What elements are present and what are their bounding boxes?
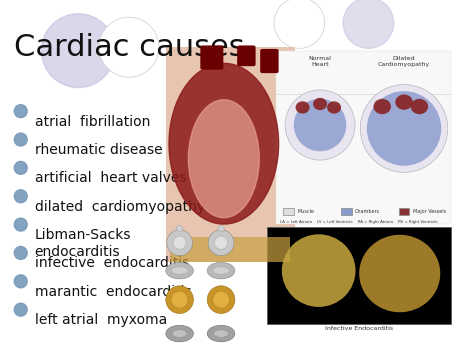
Ellipse shape: [327, 101, 341, 114]
Ellipse shape: [14, 190, 27, 203]
Ellipse shape: [173, 236, 186, 249]
FancyBboxPatch shape: [399, 208, 410, 215]
Ellipse shape: [207, 286, 235, 313]
Text: Dilated
Cardiomyopathy: Dilated Cardiomyopathy: [378, 56, 430, 67]
Text: Libman-Sacks
endocarditis: Libman-Sacks endocarditis: [35, 228, 131, 260]
Ellipse shape: [14, 218, 27, 231]
FancyBboxPatch shape: [237, 45, 255, 66]
Ellipse shape: [313, 98, 327, 110]
Ellipse shape: [207, 325, 235, 342]
Ellipse shape: [207, 262, 235, 279]
Ellipse shape: [395, 94, 413, 110]
Ellipse shape: [218, 225, 224, 232]
Ellipse shape: [167, 230, 192, 256]
Ellipse shape: [166, 262, 193, 279]
Ellipse shape: [374, 99, 391, 114]
Ellipse shape: [274, 0, 325, 48]
Ellipse shape: [410, 99, 428, 114]
Text: dilated  cardiomyopathy: dilated cardiomyopathy: [35, 200, 205, 214]
FancyBboxPatch shape: [260, 49, 279, 73]
Ellipse shape: [296, 101, 310, 114]
Ellipse shape: [367, 91, 441, 166]
FancyBboxPatch shape: [276, 51, 451, 224]
Text: marantic  endocarditis: marantic endocarditis: [35, 285, 191, 299]
Text: Muscle: Muscle: [297, 209, 314, 214]
Ellipse shape: [213, 267, 229, 274]
Ellipse shape: [41, 14, 115, 88]
Ellipse shape: [188, 100, 259, 218]
Text: Infective Endocarditis: Infective Endocarditis: [325, 326, 393, 331]
Ellipse shape: [14, 105, 27, 118]
FancyBboxPatch shape: [166, 47, 295, 262]
Ellipse shape: [169, 63, 279, 224]
FancyBboxPatch shape: [201, 45, 223, 70]
Text: Normal
Heart: Normal Heart: [309, 56, 331, 67]
FancyBboxPatch shape: [170, 237, 290, 262]
Ellipse shape: [166, 286, 193, 313]
Ellipse shape: [282, 234, 356, 307]
Ellipse shape: [171, 267, 188, 274]
Ellipse shape: [213, 291, 229, 308]
Ellipse shape: [360, 84, 448, 172]
Ellipse shape: [294, 99, 346, 151]
Ellipse shape: [171, 291, 188, 308]
Text: Cardiac causes: Cardiac causes: [14, 33, 245, 62]
Ellipse shape: [14, 303, 27, 316]
Ellipse shape: [14, 275, 27, 288]
Ellipse shape: [176, 225, 183, 232]
Ellipse shape: [172, 330, 187, 337]
Ellipse shape: [215, 236, 228, 249]
Text: LA = Left Atrium    LV = Left Ventricle    RA = Right Atrium    RV = Right Ventr: LA = Left Atrium LV = Left Ventricle RA …: [280, 220, 438, 224]
Ellipse shape: [166, 325, 193, 342]
Ellipse shape: [14, 162, 27, 174]
Ellipse shape: [208, 230, 234, 256]
Ellipse shape: [214, 330, 228, 337]
Ellipse shape: [359, 235, 440, 312]
FancyBboxPatch shape: [267, 227, 451, 324]
Text: artificial  heart valves: artificial heart valves: [35, 171, 186, 185]
FancyBboxPatch shape: [283, 208, 294, 215]
Text: Chambers: Chambers: [355, 209, 380, 214]
Text: Major Vessels: Major Vessels: [413, 209, 446, 214]
Text: rheumatic disease: rheumatic disease: [35, 143, 162, 157]
Text: infective  endocarditis: infective endocarditis: [35, 256, 189, 271]
Ellipse shape: [14, 133, 27, 146]
Ellipse shape: [343, 0, 394, 48]
Ellipse shape: [99, 17, 159, 77]
Text: left atrial  myxoma: left atrial myxoma: [35, 313, 167, 327]
Ellipse shape: [14, 246, 27, 260]
Text: atrial  fibrillation: atrial fibrillation: [35, 115, 150, 129]
FancyBboxPatch shape: [341, 208, 352, 215]
Ellipse shape: [285, 90, 355, 160]
